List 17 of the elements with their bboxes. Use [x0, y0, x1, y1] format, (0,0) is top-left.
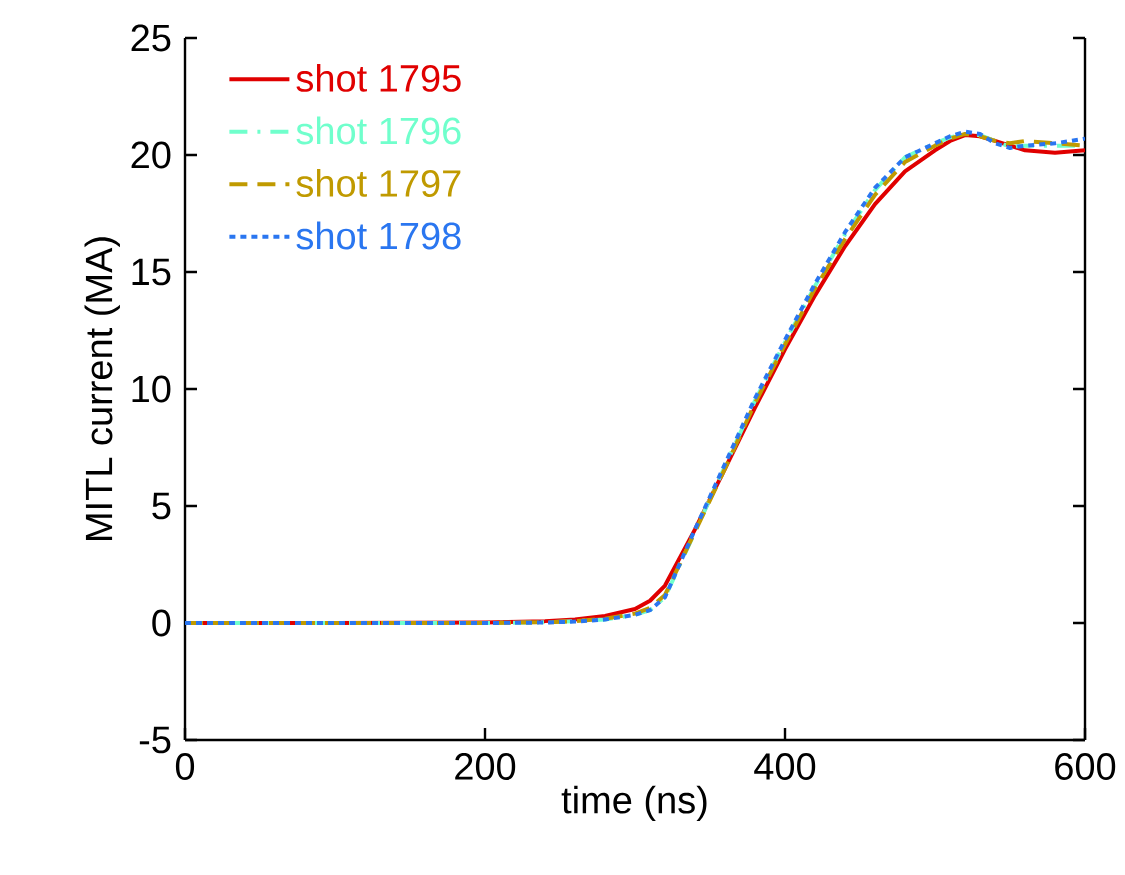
legend-label: shot 1796	[296, 116, 461, 145]
x-tick-label: 0	[175, 753, 195, 780]
x-tick-label: 400	[754, 753, 816, 780]
x-tick-label: 600	[1055, 753, 1116, 780]
y-tick-label: -5	[139, 726, 171, 754]
y-tick-label: 0	[152, 609, 171, 637]
legend-label: shot 1795	[296, 63, 461, 92]
x-axis-title: time (ns)	[561, 785, 707, 822]
y-tick-label: 15	[132, 258, 171, 286]
x-tick-label: 200	[455, 753, 516, 780]
y-tick-label: 5	[152, 492, 171, 520]
y-tick-label: 10	[132, 375, 171, 403]
legend-label: shot 1798	[296, 221, 461, 250]
y-tick-label: 20	[131, 141, 171, 169]
y-tick-label: 25	[131, 24, 171, 52]
legend-label: shot 1797	[296, 169, 461, 197]
y-axis-title: MITL current (MA)	[84, 237, 120, 541]
